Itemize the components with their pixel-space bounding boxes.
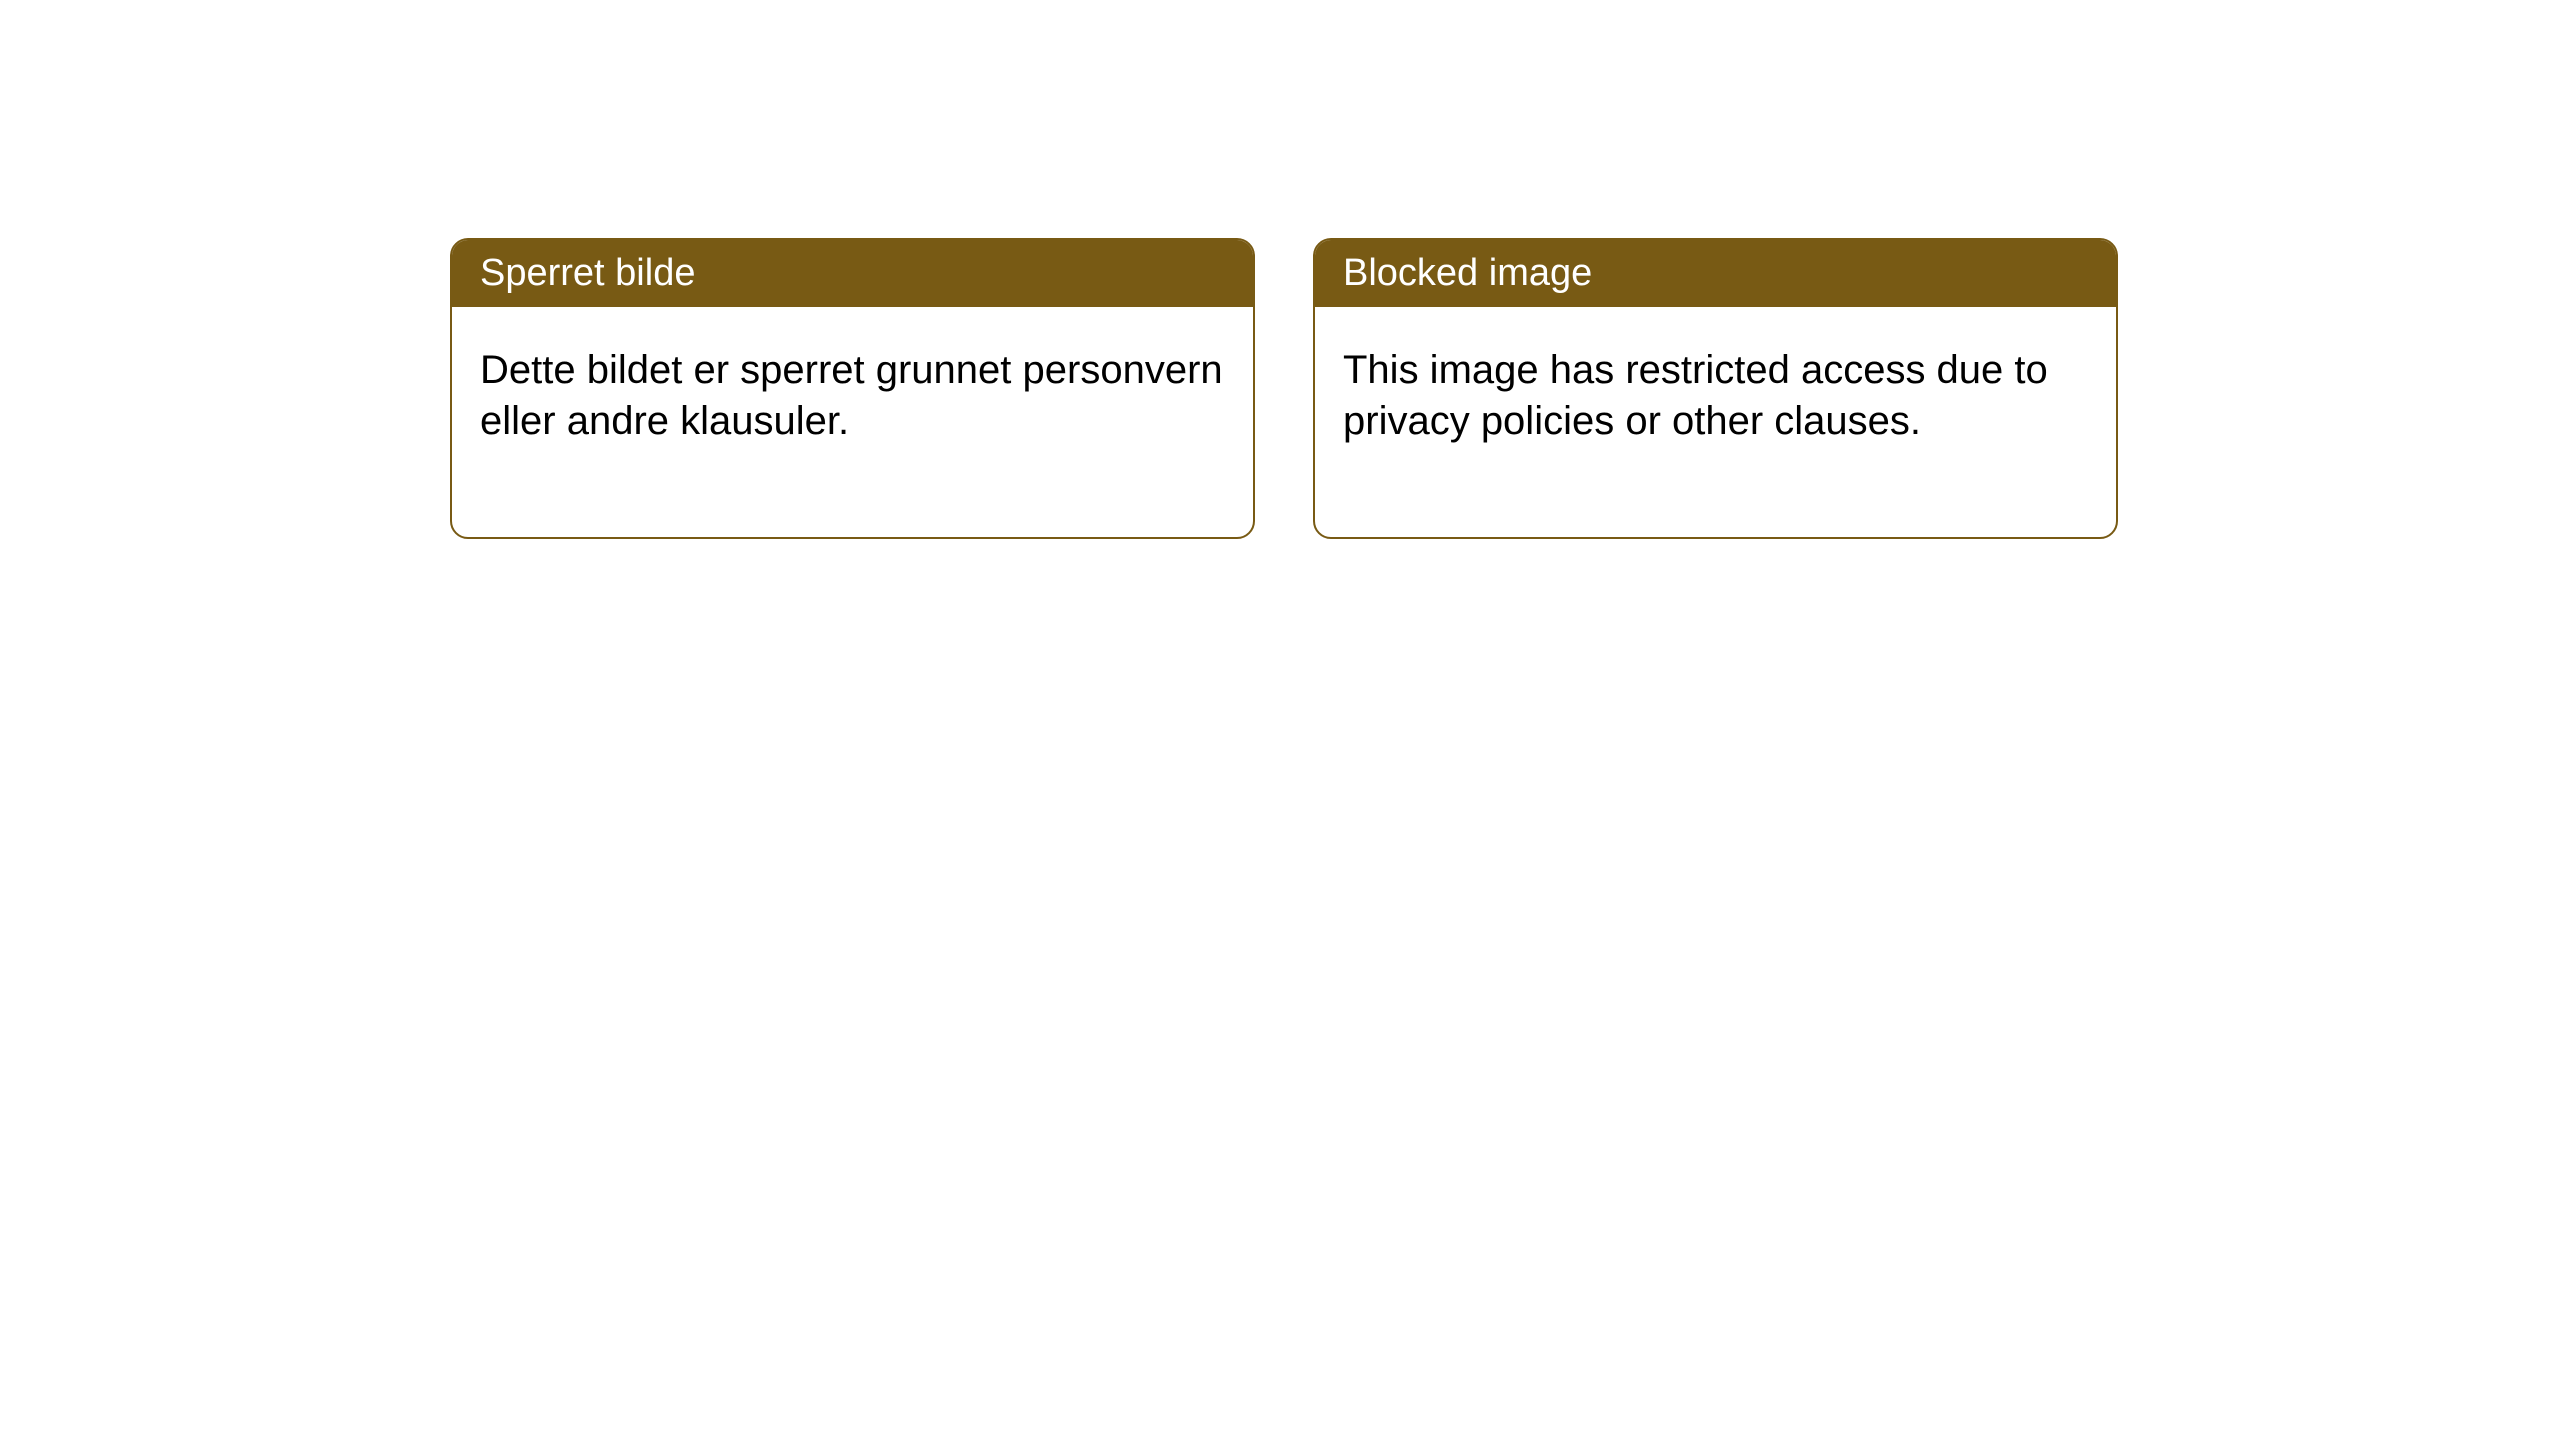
notice-title: Blocked image <box>1343 252 1592 294</box>
notice-title: Sperret bilde <box>480 252 695 294</box>
notice-container: Sperret bilde Dette bildet er sperret gr… <box>0 0 2560 539</box>
notice-body-text: Dette bildet er sperret grunnet personve… <box>480 348 1223 443</box>
notice-card-english: Blocked image This image has restricted … <box>1313 238 2118 539</box>
notice-card-header: Sperret bilde <box>452 240 1253 307</box>
notice-card-header: Blocked image <box>1315 240 2116 307</box>
notice-card-norwegian: Sperret bilde Dette bildet er sperret gr… <box>450 238 1255 539</box>
notice-body-text: This image has restricted access due to … <box>1343 348 2048 443</box>
notice-card-body: Dette bildet er sperret grunnet personve… <box>452 307 1253 537</box>
notice-card-body: This image has restricted access due to … <box>1315 307 2116 537</box>
